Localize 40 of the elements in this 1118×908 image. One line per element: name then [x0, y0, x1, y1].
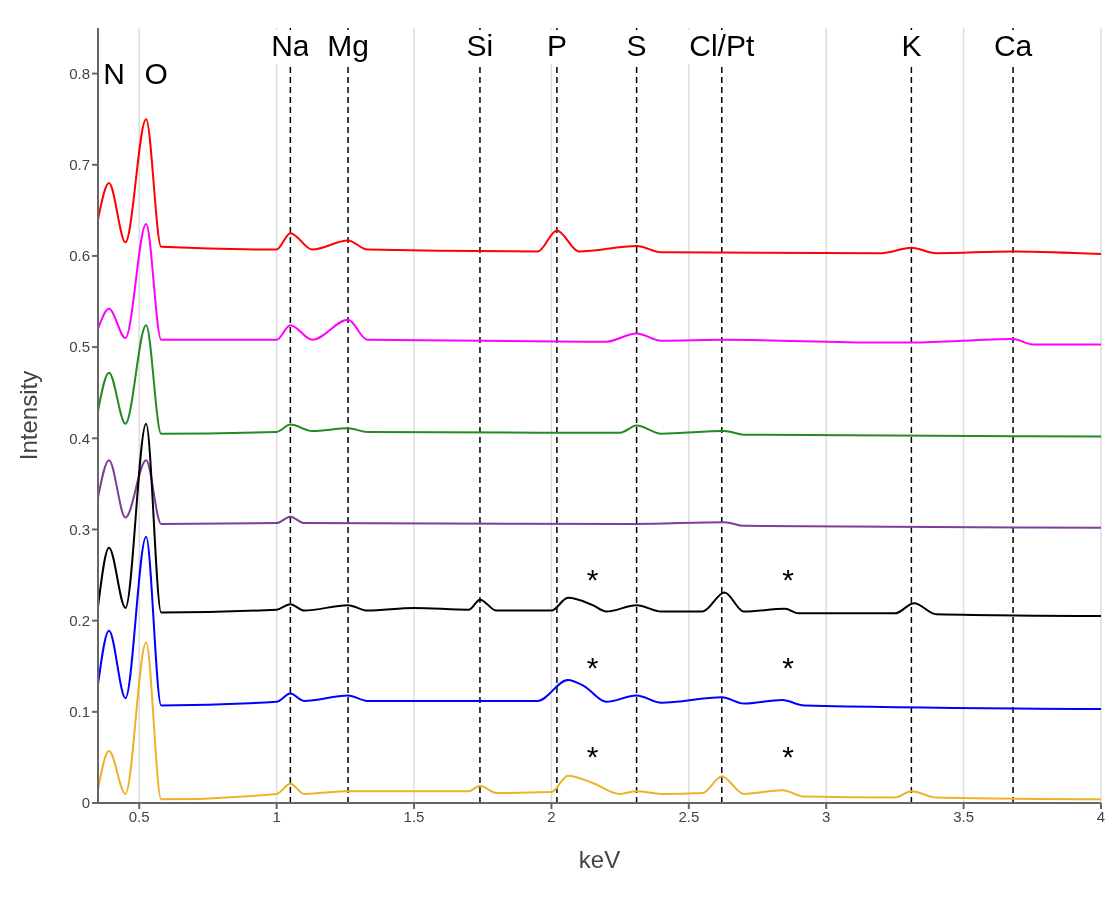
x-axis-title: keV	[578, 846, 621, 873]
ref-line-label: Si	[466, 29, 494, 62]
x-tick-label: 0.5	[128, 807, 150, 825]
y-tick-label: 0.5	[69, 338, 90, 356]
y-tick-label: 0.1	[69, 703, 90, 721]
annotation: *	[586, 651, 599, 685]
ref-line-label: Cl/Pt	[689, 29, 755, 62]
ref-line-label: Na	[271, 29, 310, 62]
y-tick-label: 0.8	[69, 64, 90, 82]
annotation: *	[586, 740, 599, 774]
line-series	[98, 118, 1101, 256]
annotation: *	[782, 740, 795, 774]
line-series	[98, 535, 1101, 711]
x-tick-label: 2	[547, 807, 556, 825]
y-tick-label: 0.7	[69, 156, 90, 174]
line-series	[98, 459, 1101, 529]
ref-line-label: K	[901, 29, 922, 62]
ref-line-label: S	[626, 29, 647, 62]
annotation: *	[586, 562, 599, 596]
x-tick-label: 3	[822, 807, 831, 825]
x-tick-label: 2.5	[678, 807, 700, 825]
x-tick-label: 1	[272, 807, 281, 825]
annotation: O	[144, 56, 168, 90]
y-tick-label: 0.2	[69, 611, 90, 629]
x-tick-label: 3.5	[953, 807, 975, 825]
y-tick-label: 0.6	[69, 247, 90, 265]
y-axis-title: Intensity	[14, 370, 42, 461]
x-tick-label: 1.5	[403, 807, 425, 825]
ref-line-label: Mg	[327, 29, 369, 62]
y-tick-label: 0.3	[69, 520, 90, 538]
x-tick-label: 4	[1096, 807, 1106, 825]
line-series	[98, 223, 1101, 346]
annotation: *	[782, 651, 795, 685]
y-tick-label: 0	[81, 794, 90, 812]
annotation: *	[782, 562, 795, 596]
ref-line-label: Ca	[993, 29, 1033, 62]
annotation: N	[103, 56, 125, 90]
ref-line-label: P	[546, 29, 567, 62]
line-series	[98, 324, 1101, 438]
y-tick-label: 0.4	[69, 429, 90, 447]
